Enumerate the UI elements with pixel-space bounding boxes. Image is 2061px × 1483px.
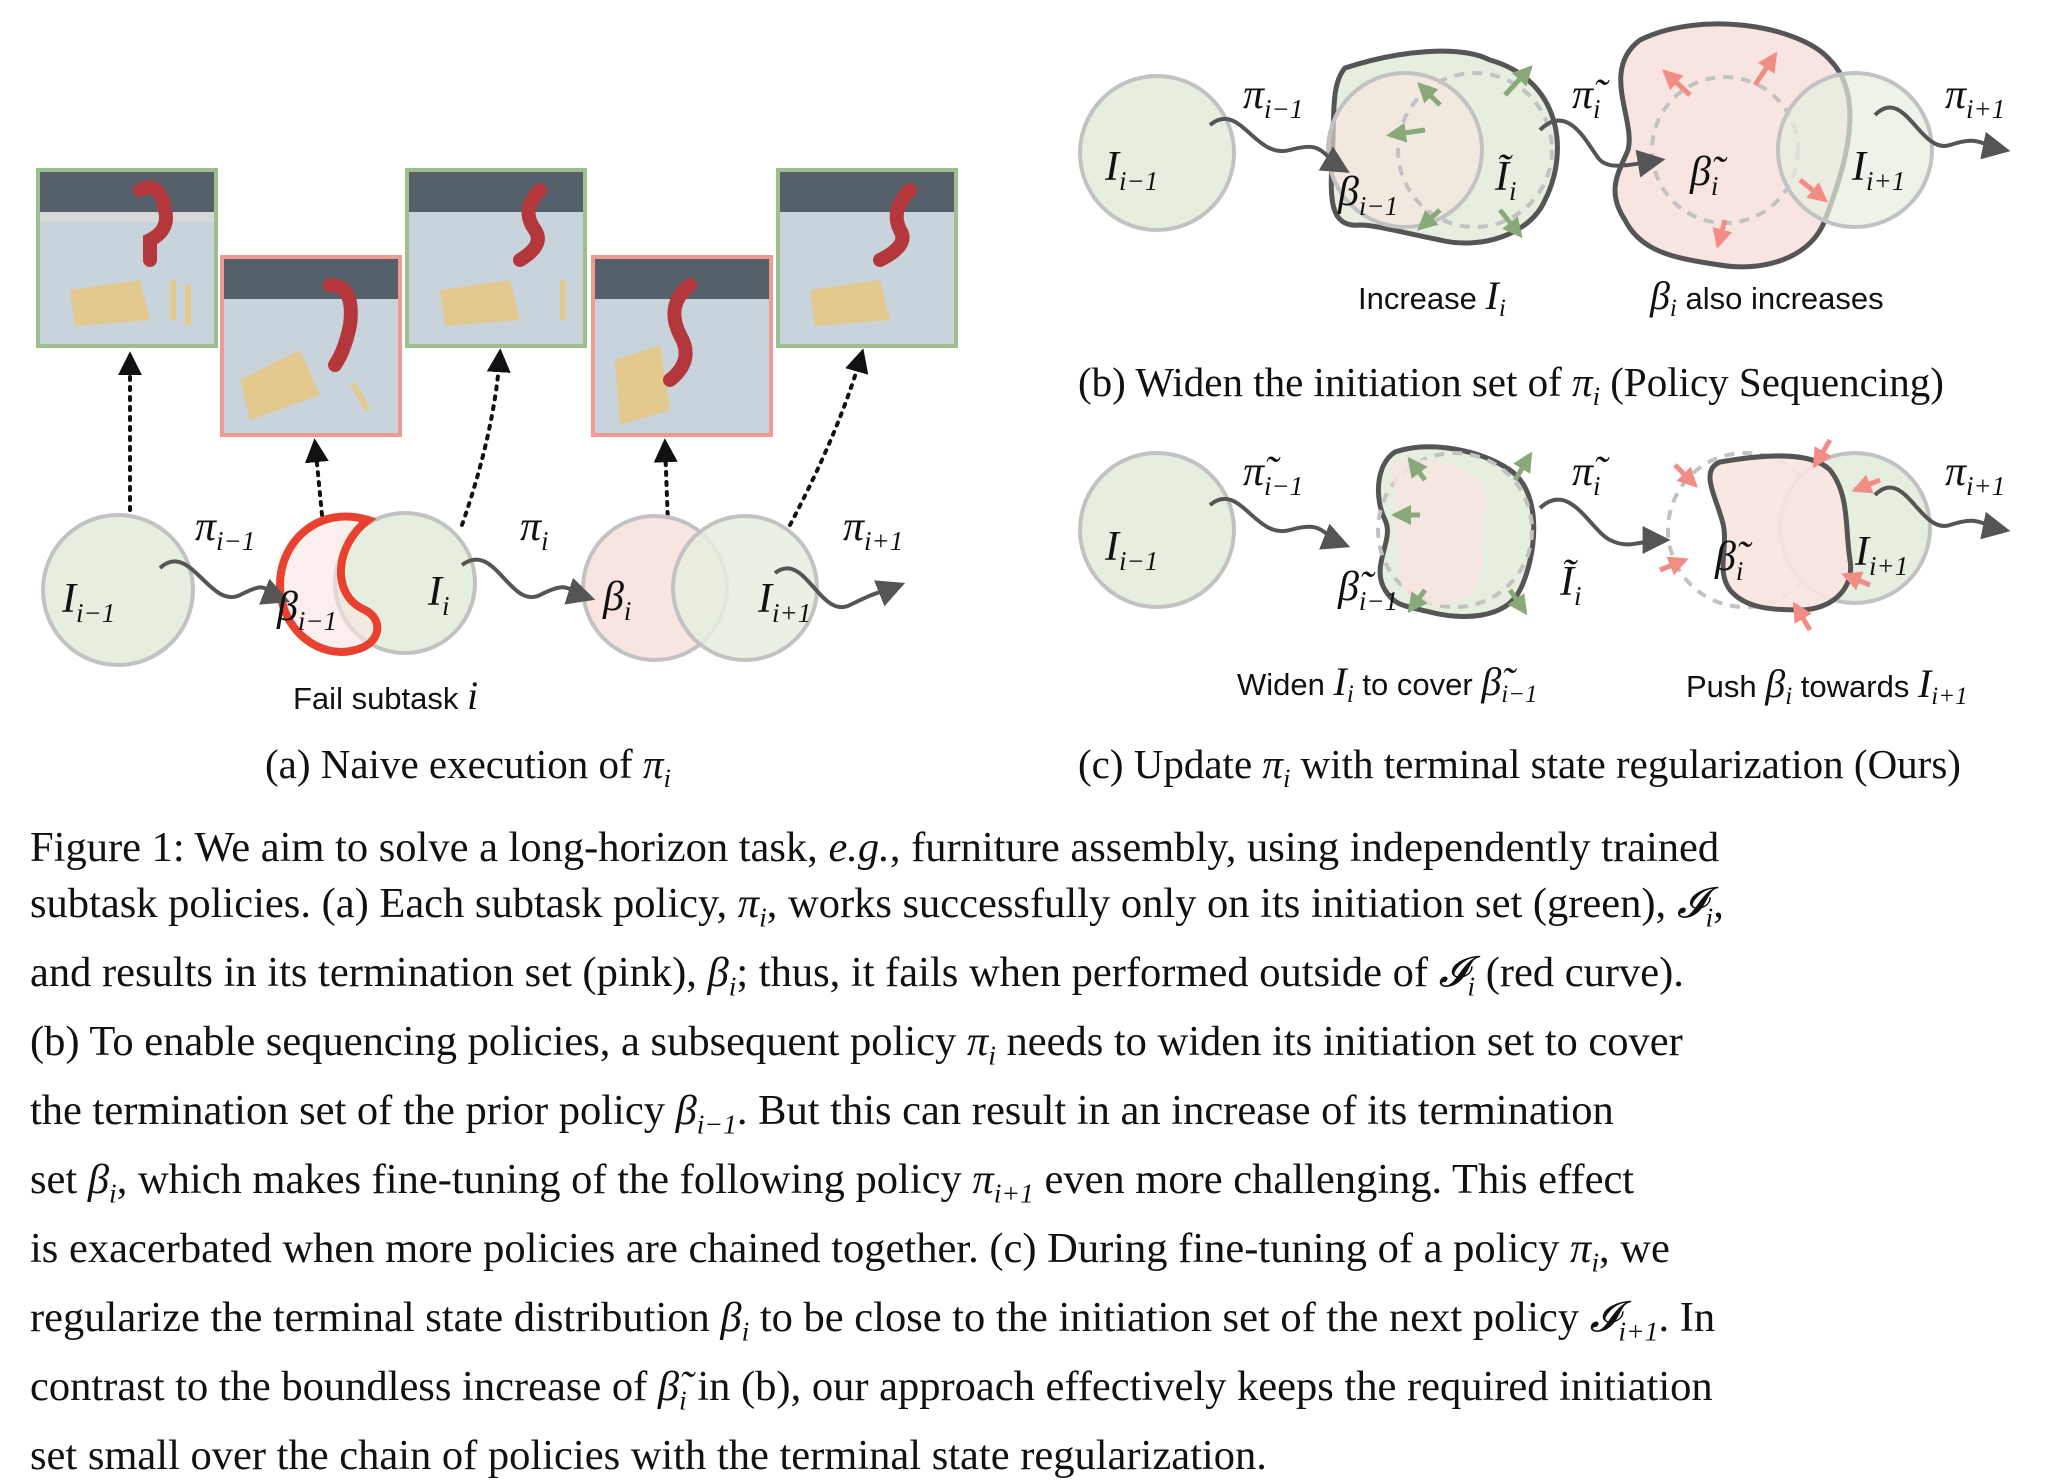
label-c-set-2: Ĩi	[1559, 559, 1582, 611]
label-c-arrow-0: π̃i−1	[1243, 449, 1303, 501]
label-b-arrow-2: πi+1	[1945, 72, 2005, 124]
label-a-arrow-0: πi−1	[195, 504, 255, 556]
widen-label: Widen Ii to cover β̃i−1	[1237, 658, 1538, 709]
figure-caption: Figure 1: We aim to solve a long-horizon…	[30, 820, 2040, 1483]
set-a-I-ip1	[673, 516, 817, 660]
label-a-arrow-1: πi	[520, 504, 549, 556]
set-c-pushed-beta	[1710, 456, 1851, 610]
robot-frame-3	[407, 170, 585, 346]
caption-line: the termination set of the prior policy …	[30, 1083, 2040, 1152]
label-c-arrow-1: π̃i	[1572, 449, 1610, 501]
arrow-a-2	[462, 560, 590, 598]
dotted-arrow-5	[790, 353, 862, 525]
caption-line: set βi, which makes fine-tuning of the f…	[30, 1152, 2040, 1221]
caption-line: is exacerbated when more policies are ch…	[30, 1221, 2040, 1290]
arrow-c-2	[1540, 500, 1665, 545]
label-b-arrow-1: π̃i	[1572, 72, 1610, 124]
caption-line: set small over the chain of policies wit…	[30, 1428, 2040, 1483]
label-b-arrow-0: πi−1	[1243, 72, 1303, 124]
set-c-I-im1	[1080, 453, 1234, 607]
dotted-arrow-3	[462, 353, 500, 525]
increase-label: Increase Ii	[1358, 272, 1506, 323]
subtitle-a: (a) Naive execution of πi	[265, 740, 671, 794]
subtitle-b: (b) Widen the initiation set of πi (Poli…	[1078, 358, 1944, 412]
robot-frame-1	[38, 170, 216, 346]
label-c-arrow-2: πi+1	[1945, 449, 2005, 501]
caption-line: contrast to the boundless increase of β̃…	[30, 1359, 2040, 1428]
panel-a	[38, 170, 956, 665]
fail-subtask-label: Fail subtask i	[293, 672, 478, 719]
robot-frame-4	[593, 257, 771, 435]
beta-increases-label: βi also increases	[1650, 272, 1884, 323]
caption-line: and results in its termination set (pink…	[30, 945, 2040, 1014]
dotted-arrow-2	[315, 443, 322, 515]
robot-frame-2	[222, 257, 400, 435]
label-a-arrow-2: πi+1	[843, 504, 903, 556]
dotted-arrow-4	[665, 443, 668, 525]
subtitle-c: (c) Update πi with terminal state regula…	[1078, 740, 1961, 794]
caption-line: Figure 1: We aim to solve a long-horizon…	[30, 820, 2040, 876]
set-b-I-im1	[1080, 76, 1234, 230]
caption-line: subtask policies. (a) Each subtask polic…	[30, 876, 2040, 945]
caption-line: regularize the terminal state distributi…	[30, 1290, 2040, 1359]
push-label: Push βi towards Ii+1	[1686, 660, 1968, 711]
robot-frame-5	[778, 170, 956, 346]
panel-b	[1080, 24, 2005, 267]
caption-line: (b) To enable sequencing policies, a sub…	[30, 1014, 2040, 1083]
